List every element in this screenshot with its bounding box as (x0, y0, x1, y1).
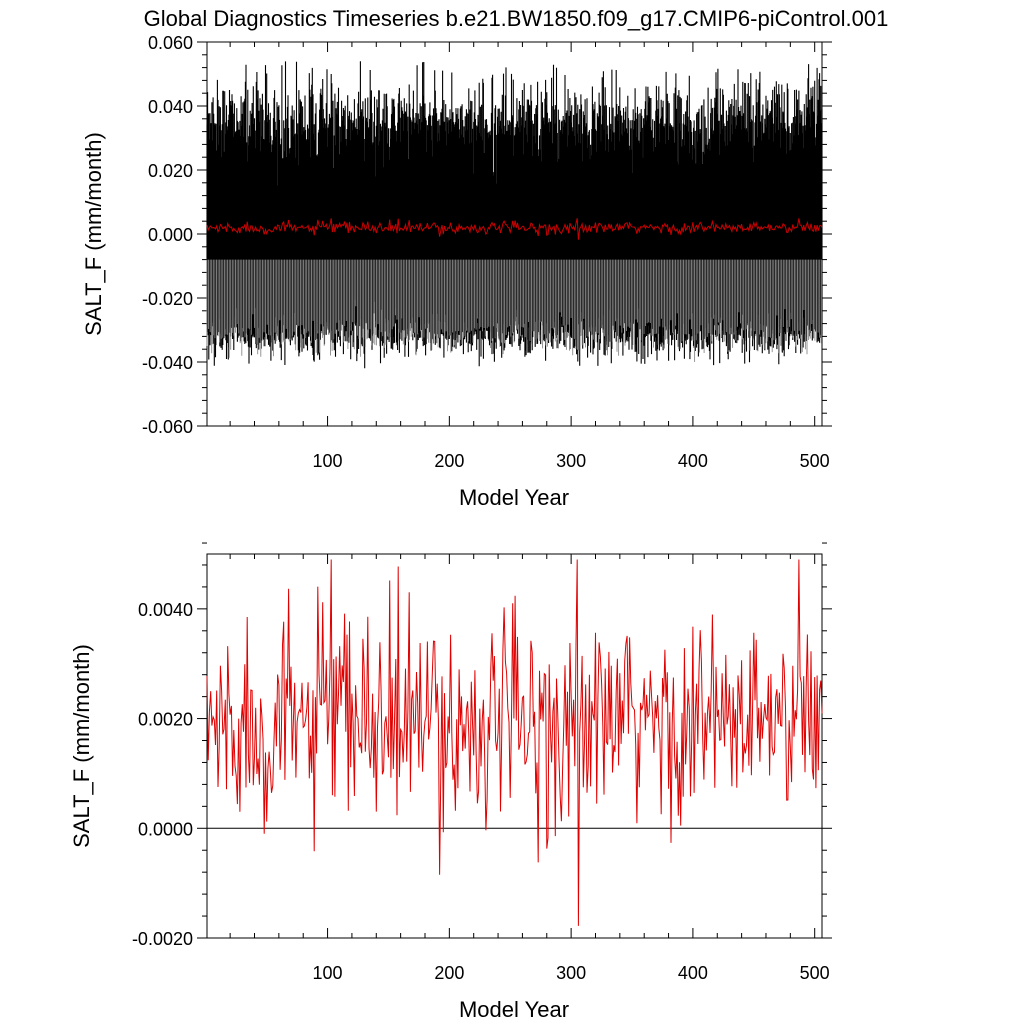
y-tick-label: 0.060 (148, 33, 193, 53)
x-tick-label: 200 (434, 963, 464, 983)
monthly-lower-band-path (206, 259, 822, 362)
bottom-y-axis-title: SALT_F (mm/month) (69, 644, 94, 848)
x-tick-label: 500 (800, 963, 830, 983)
top-axis-ticks (197, 41, 832, 427)
x-tick-label: 400 (678, 963, 708, 983)
bottom-annual-series (206, 559, 823, 926)
y-tick-label: -0.040 (142, 353, 193, 373)
bottom-panel: -0.0020 0.0000 0.0020 0.0040 100 200 300 400 50… (69, 542, 832, 1022)
figure-title: Global Diagnostics Timeseries b.e21.BW18… (144, 6, 889, 31)
top-x-tick-labels: 100 200 300 400 500 (313, 451, 830, 471)
y-tick-label: 0.040 (148, 97, 193, 117)
y-tick-label: -0.060 (142, 417, 193, 437)
bottom-x-tick-labels: 100 200 300 400 500 (313, 963, 830, 983)
y-tick-label: 0.000 (148, 225, 193, 245)
top-y-tick-labels: -0.060 -0.040 -0.020 0.000 0.020 0.040 0.060 (142, 33, 193, 437)
bottom-y-tick-labels: -0.0020 0.0000 0.0020 0.0040 (132, 600, 193, 949)
y-tick-label: -0.0020 (132, 929, 193, 949)
x-tick-label: 100 (313, 963, 343, 983)
bottom-plot-frame (206, 553, 823, 939)
y-tick-label: 0.020 (148, 161, 193, 181)
bottom-axis-ticks (197, 542, 832, 939)
y-tick-label: 0.0040 (138, 600, 193, 620)
y-tick-label: 0.0000 (138, 819, 193, 839)
top-annual-series (206, 218, 823, 240)
x-tick-label: 500 (800, 451, 830, 471)
x-tick-label: 200 (434, 451, 464, 471)
x-tick-label: 300 (556, 451, 586, 471)
top-y-axis-title: SALT_F (mm/month) (81, 132, 106, 336)
top-x-axis-title: Model Year (459, 485, 569, 510)
y-tick-label: -0.020 (142, 289, 193, 309)
x-tick-label: 300 (556, 963, 586, 983)
x-tick-label: 100 (313, 451, 343, 471)
top-monthly-series (206, 61, 823, 369)
top-panel: -0.060 -0.040 -0.020 0.000 0.020 0.040 0.060 1… (81, 33, 832, 510)
x-tick-label: 400 (678, 451, 708, 471)
y-tick-label: 0.0020 (138, 710, 193, 730)
bottom-x-axis-title: Model Year (459, 997, 569, 1022)
